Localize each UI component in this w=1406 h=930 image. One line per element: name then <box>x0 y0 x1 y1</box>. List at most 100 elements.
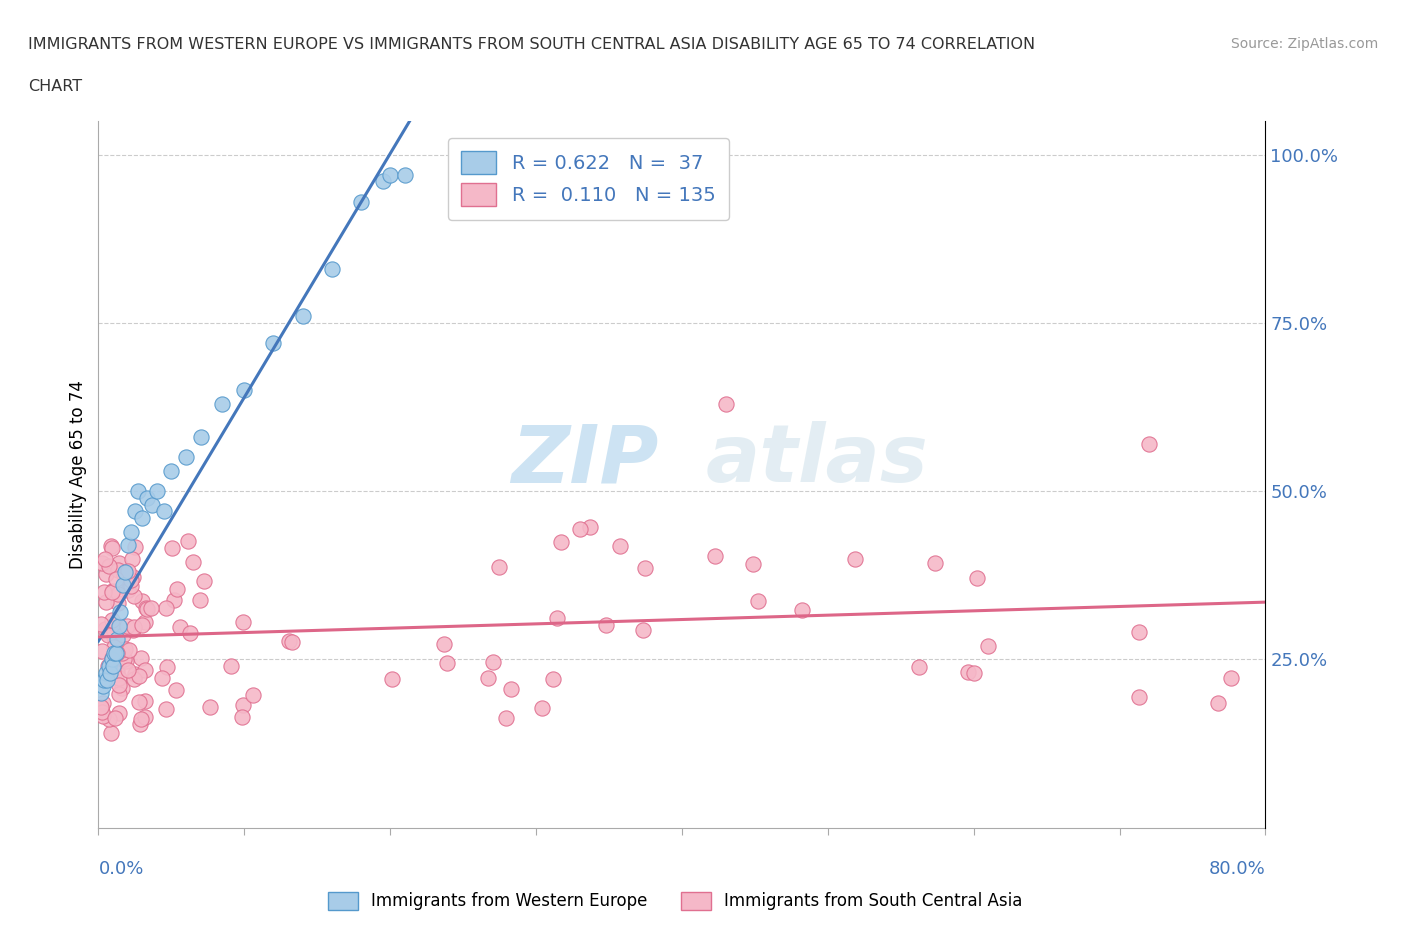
Point <box>121 551 143 566</box>
Point <box>477 671 499 685</box>
Point <box>568 522 591 537</box>
Point <box>350 194 373 209</box>
Point <box>91 696 114 711</box>
Point <box>714 396 737 411</box>
Point <box>120 525 142 539</box>
Point <box>112 652 135 667</box>
Point <box>117 662 139 677</box>
Point <box>108 706 131 721</box>
Point <box>117 582 139 597</box>
Point <box>105 571 128 586</box>
Point <box>129 717 152 732</box>
Point <box>115 618 138 633</box>
Point <box>193 574 215 589</box>
Point <box>111 681 134 696</box>
Point <box>117 538 139 552</box>
Point <box>103 645 125 660</box>
Point <box>166 582 188 597</box>
Point <box>977 638 1000 653</box>
Point <box>100 725 122 740</box>
Point <box>790 603 813 618</box>
Text: IMMIGRANTS FROM WESTERN EUROPE VS IMMIGRANTS FROM SOUTH CENTRAL ASIA DISABILITY : IMMIGRANTS FROM WESTERN EUROPE VS IMMIGR… <box>28 37 1035 52</box>
Point <box>115 654 138 669</box>
Point <box>93 585 115 600</box>
Point <box>262 336 284 351</box>
Point <box>127 484 149 498</box>
Point <box>94 566 117 581</box>
Text: ZIP: ZIP <box>512 421 658 499</box>
Point <box>966 571 988 586</box>
Point <box>100 538 122 553</box>
Point <box>134 662 156 677</box>
Point <box>155 601 177 616</box>
Legend: Immigrants from Western Europe, Immigrants from South Central Asia: Immigrants from Western Europe, Immigran… <box>321 885 1029 917</box>
Point <box>120 578 142 593</box>
Point <box>550 534 572 549</box>
Point <box>291 309 314 324</box>
Point <box>97 659 120 674</box>
Point <box>541 671 564 686</box>
Point <box>93 551 115 566</box>
Point <box>114 565 136 579</box>
Point <box>108 687 131 702</box>
Point <box>609 538 631 553</box>
Point <box>146 484 169 498</box>
Point <box>107 595 129 610</box>
Point <box>131 511 153 525</box>
Text: Source: ZipAtlas.com: Source: ZipAtlas.com <box>1230 37 1378 51</box>
Text: atlas: atlas <box>706 421 928 499</box>
Point <box>105 665 128 680</box>
Point <box>546 610 568 625</box>
Point <box>131 593 153 608</box>
Point <box>231 710 253 724</box>
Point <box>97 559 120 574</box>
Point <box>131 711 153 726</box>
Point <box>482 655 505 670</box>
Point <box>117 564 139 578</box>
Point <box>135 490 157 505</box>
Point <box>200 700 222 715</box>
Point <box>97 711 120 726</box>
Point <box>381 671 404 686</box>
Point <box>124 619 146 634</box>
Point <box>124 504 146 519</box>
Point <box>93 672 115 687</box>
Point <box>122 589 145 604</box>
Point <box>131 618 153 632</box>
Point <box>160 540 183 555</box>
Point <box>135 601 157 616</box>
Point <box>153 504 176 519</box>
Point <box>112 578 135 592</box>
Point <box>104 617 127 631</box>
Point <box>91 644 114 658</box>
Text: CHART: CHART <box>28 79 82 94</box>
Point <box>105 646 128 661</box>
Point <box>100 652 122 667</box>
Point <box>107 556 129 571</box>
Point <box>90 617 112 631</box>
Point <box>231 698 253 712</box>
Point <box>704 549 727 564</box>
Point <box>150 671 173 685</box>
Point <box>129 651 152 666</box>
Point <box>122 672 145 687</box>
Point <box>177 534 200 549</box>
Point <box>1208 696 1230 711</box>
Point <box>128 669 150 684</box>
Point <box>280 635 302 650</box>
Point <box>634 560 657 575</box>
Point <box>908 659 931 674</box>
Point <box>1137 436 1160 451</box>
Point <box>121 570 143 585</box>
Point <box>90 685 112 700</box>
Point <box>100 584 122 599</box>
Point <box>91 709 114 724</box>
Point <box>111 645 134 660</box>
Point <box>105 661 128 676</box>
Point <box>163 592 186 607</box>
Point <box>101 622 124 637</box>
Point <box>1128 689 1150 704</box>
Point <box>134 614 156 629</box>
Point <box>169 619 191 634</box>
Point <box>962 666 984 681</box>
